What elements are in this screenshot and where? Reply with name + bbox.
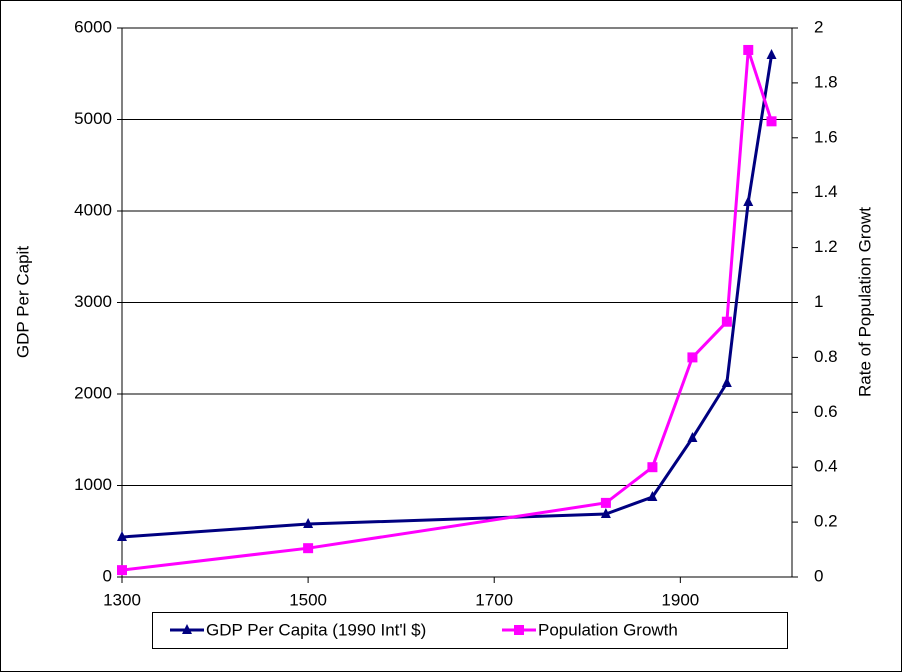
marker [687,432,698,443]
marker [514,625,524,635]
marker [600,508,611,519]
legend-label: Population Growth [538,620,678,639]
marker [743,44,754,55]
y-tick-label: 0 [103,566,112,585]
marker [117,565,127,576]
marker [600,497,611,508]
y2-tick-label: 0.2 [814,512,838,531]
marker [647,462,658,473]
y2-tick-label: 1.6 [814,127,838,146]
legend-box [152,612,788,649]
x-tick-label: 1300 [103,590,141,609]
marker [766,48,777,59]
y-tick-label: 3000 [74,292,112,311]
marker [766,116,777,127]
legend-label: GDP Per Capita (1990 Int'l $) [206,620,426,639]
y-tick-label: 1000 [74,475,112,494]
marker [182,624,192,634]
marker [303,518,314,529]
y2-axis-label: Rate of Population Growt [855,207,874,397]
y2-tick-label: 0 [814,566,823,585]
x-tick-label: 1900 [661,590,699,609]
y-tick-label: 2000 [74,383,112,402]
y-tick-label: 6000 [74,17,112,36]
marker [303,543,314,554]
y2-tick-label: 0.6 [814,402,838,421]
series-line [121,49,773,572]
marker [687,352,698,363]
marker [721,377,732,388]
marker [647,491,658,502]
x-tick-label: 1700 [475,590,513,609]
y2-tick-label: 1.2 [814,237,838,256]
y2-tick-label: 1.4 [814,182,838,201]
marker [743,196,754,207]
y2-tick-label: 0.8 [814,347,838,366]
marker [721,316,732,327]
y2-tick-label: 2 [814,17,823,36]
y2-tick-label: 1.8 [814,72,838,91]
y-tick-label: 5000 [74,109,112,128]
x-tick-label: 1500 [289,590,327,609]
y-tick-label: 4000 [74,200,112,219]
marker [117,531,127,542]
y-axis-label: GDP Per Capit [13,246,32,358]
series-line [121,54,774,539]
y2-tick-label: 1 [814,292,823,311]
y2-tick-label: 0.4 [814,457,838,476]
